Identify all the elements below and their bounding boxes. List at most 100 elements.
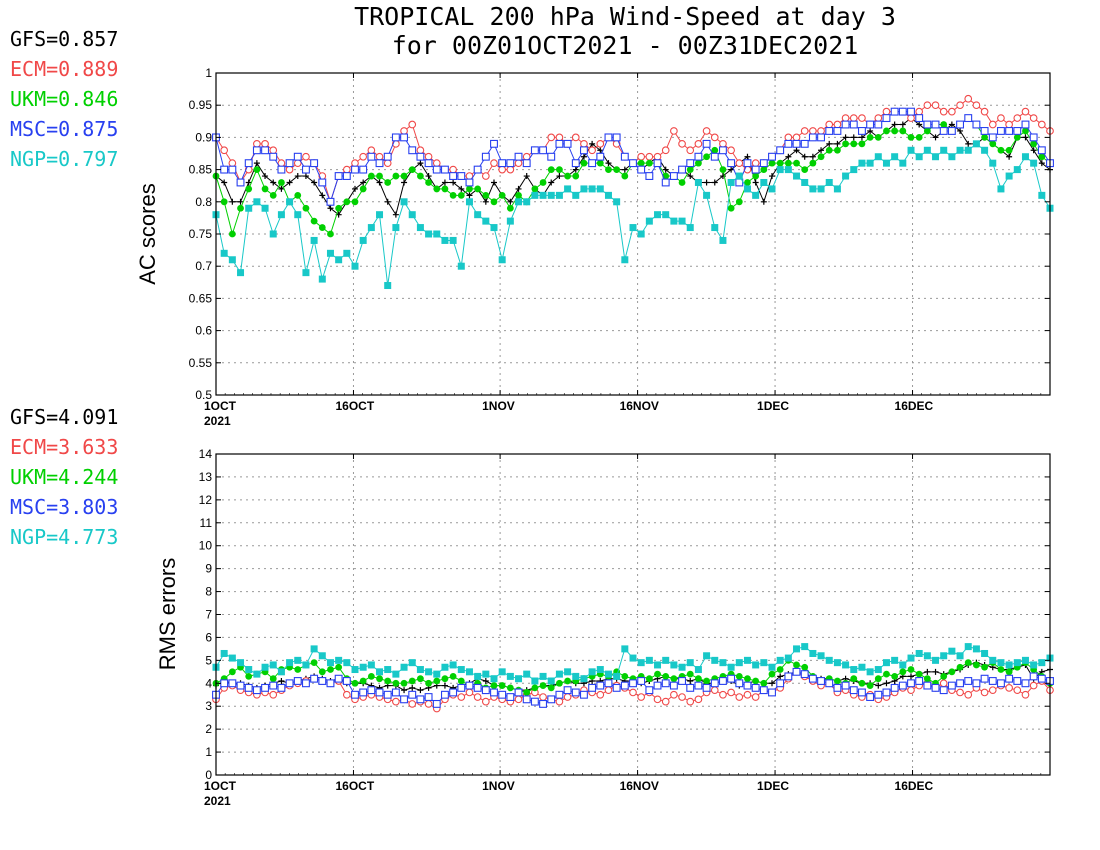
legend-entry-ngp: NGP=4.773 — [10, 525, 119, 549]
data-point-msc — [678, 677, 687, 685]
data-point-ngp — [964, 643, 972, 651]
data-point-ecm — [670, 690, 678, 699]
data-point-ecm — [653, 152, 662, 161]
data-point-gfs — [507, 198, 514, 205]
data-point-ngp — [694, 178, 702, 186]
data-point-ukm — [793, 661, 800, 669]
data-point-ecm — [980, 688, 989, 697]
data-point-ukm — [327, 230, 334, 238]
data-point-ukm — [367, 673, 375, 680]
data-point-gfs — [319, 192, 326, 199]
data-point-ecm — [792, 133, 801, 142]
data-point-ukm — [776, 666, 784, 673]
data-point-msc — [457, 683, 466, 692]
data-point-ngp — [727, 663, 735, 671]
data-point-msc — [310, 674, 319, 683]
data-point-ecm — [825, 120, 834, 129]
data-point-ngp — [940, 652, 948, 660]
data-point-ukm — [245, 185, 253, 193]
data-point-ngp — [1021, 153, 1029, 161]
data-point-msc — [481, 686, 490, 695]
data-point-ecm — [596, 139, 605, 148]
legend-entry-ecm: ECM=3.633 — [10, 435, 119, 459]
data-point-ngp — [637, 659, 645, 667]
data-point-msc — [588, 683, 597, 692]
data-point-ecm — [907, 114, 915, 122]
data-point-ngp — [400, 198, 408, 206]
data-point-ukm — [907, 134, 915, 141]
data-point-ukm — [302, 204, 310, 212]
data-point-ngp — [376, 668, 384, 676]
data-point-msc — [931, 683, 940, 692]
data-point-ngp — [302, 661, 310, 669]
data-point-msc — [571, 159, 580, 168]
data-point-msc — [653, 159, 662, 168]
rms-legend: GFS=4.091 ECM=3.633 UKM=4.244 MSC=3.803 … — [10, 402, 118, 552]
data-point-msc — [620, 152, 629, 161]
data-point-msc — [653, 681, 662, 690]
data-point-ngp — [793, 645, 801, 653]
y-tick-label: 1 — [205, 745, 212, 759]
data-point-ukm — [834, 146, 841, 154]
data-point-gfs — [891, 121, 898, 128]
data-point-msc — [857, 127, 866, 135]
data-point-msc — [506, 693, 515, 701]
data-point-msc — [980, 127, 989, 135]
data-point-ukm — [768, 159, 776, 167]
data-point-ecm — [858, 114, 866, 122]
data-point-msc — [915, 677, 924, 685]
data-point-ukm — [392, 172, 400, 180]
data-point-ecm — [645, 152, 654, 161]
data-point-ecm — [580, 139, 588, 148]
data-point-ngp — [948, 647, 956, 655]
data-point-msc — [1005, 127, 1014, 135]
data-point-ecm — [939, 107, 948, 116]
data-point-msc — [408, 690, 417, 699]
data-point-ukm — [645, 675, 653, 683]
data-point-ecm — [751, 159, 760, 168]
data-point-ukm — [989, 140, 997, 148]
data-point-msc — [718, 677, 727, 685]
data-point-ukm — [425, 179, 432, 186]
data-point-ngp — [645, 217, 653, 225]
data-point-ecm — [727, 688, 735, 697]
data-point-ukm — [940, 673, 948, 680]
data-point-ngp — [564, 185, 572, 193]
data-point-ngp — [833, 185, 841, 193]
data-point-msc — [334, 674, 343, 683]
data-point-ukm — [670, 675, 678, 683]
data-point-gfs — [916, 121, 923, 128]
data-point-msc — [956, 679, 965, 688]
data-point-ecm — [997, 114, 1005, 122]
data-point-ngp — [490, 675, 498, 683]
data-point-msc — [1029, 672, 1038, 681]
data-point-msc — [702, 683, 711, 692]
data-point-gfs — [687, 677, 694, 684]
data-point-ukm — [359, 677, 367, 685]
data-point-msc — [1005, 674, 1014, 683]
data-point-ngp — [441, 236, 449, 244]
legend-entry-gfs: GFS=0.857 — [10, 27, 119, 51]
data-point-ukm — [417, 675, 424, 683]
data-point-msc — [236, 178, 245, 187]
data-point-msc — [375, 159, 384, 168]
x-tick-label: 16DEC — [895, 779, 934, 793]
data-point-msc — [563, 686, 572, 695]
data-point-ecm — [956, 688, 964, 697]
data-point-ecm — [784, 133, 793, 142]
data-point-msc — [759, 686, 768, 695]
data-point-gfs — [924, 668, 931, 675]
x-tick-label: 1NOV — [482, 399, 515, 413]
data-point-gfs — [392, 211, 399, 218]
data-point-ngp — [833, 659, 841, 667]
data-point-ecm — [817, 127, 825, 135]
data-point-msc — [874, 120, 883, 129]
data-point-gfs — [597, 147, 604, 154]
data-point-ngp — [842, 172, 850, 180]
data-point-msc — [645, 172, 654, 180]
data-point-ecm — [833, 120, 842, 129]
data-point-ukm — [523, 689, 531, 696]
data-point-gfs — [769, 680, 775, 687]
data-point-ngp — [801, 643, 809, 651]
data-point-ngp — [253, 198, 261, 206]
